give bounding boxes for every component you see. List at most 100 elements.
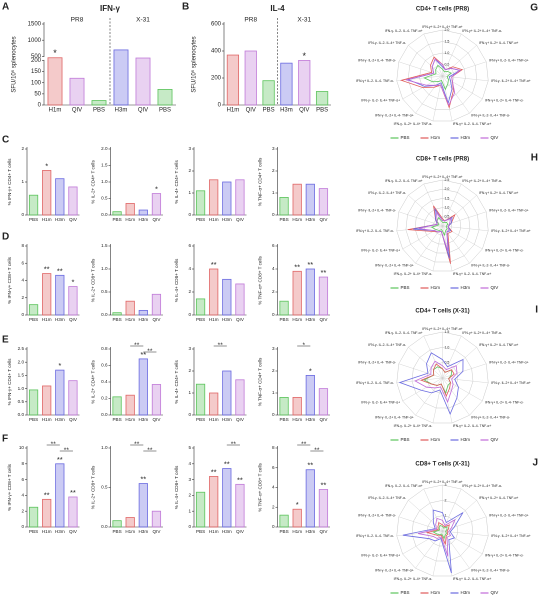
bar (318, 188, 329, 216)
bar (235, 283, 245, 316)
bar (68, 286, 78, 316)
bar (292, 396, 302, 416)
legend-label: H3m (461, 437, 471, 442)
y-tick-label: 50 (34, 91, 41, 97)
bar (235, 179, 245, 216)
legend-label: H3m (461, 135, 471, 140)
significance: ** (44, 265, 50, 274)
significance: ** (57, 455, 63, 464)
bar (279, 196, 289, 216)
bar (292, 270, 302, 316)
panel-label: C (2, 135, 9, 146)
series-line (425, 521, 450, 545)
x-tick-label: QIV (152, 417, 161, 422)
spoke-label: IFN-γ- IL-2+ IL-4- TNF-α+ (375, 416, 414, 420)
spoke-label: IFN-γ+ IL-2+ IL-4- TNF-α+ (479, 496, 519, 500)
r-tick-label: 0.5 (445, 361, 450, 365)
panel-label: G (530, 3, 538, 14)
spoke-label: IFN-γ+ IL-2+ IL-4- TNF-α+ (479, 343, 519, 347)
r-tick-label: 1.5 (445, 330, 450, 334)
y-tick-label: 0 (272, 524, 275, 529)
spoke-label: IFN-γ- IL-2+ IL-4+ TNF-α+ (491, 534, 531, 538)
y-tick-label: 2 (272, 168, 275, 173)
r-tick-label: 2.5 (445, 178, 450, 182)
x-tick-label: PBS (159, 108, 171, 114)
spoke-label: IFN-γ- IL-2- IL-4- TNF-α+ (385, 484, 423, 488)
x-tick-label: PBS (29, 217, 38, 222)
y-axis-label: % IL-2+ CD8+ T cells (91, 258, 96, 302)
spoke (442, 75, 483, 100)
legend-label: H1m (431, 135, 441, 140)
x-tick-label: H3m (115, 108, 128, 114)
spoke (415, 75, 443, 114)
y-axis-label: SFU/10⁶ splenocytes (191, 36, 198, 92)
y-tick-label: 1500 (28, 22, 42, 28)
bar (55, 463, 65, 528)
y-tick-label: 5 (188, 445, 191, 450)
bar (305, 374, 315, 416)
spoke (398, 61, 443, 77)
chart-title: IL-4 (270, 4, 285, 13)
y-axis-label: % IL-4+ CD8+ T cells (174, 465, 179, 509)
bracket-label: ** (218, 342, 224, 349)
x-tick-label: H1m (42, 529, 52, 534)
group-label: X-31 (297, 17, 311, 24)
y-tick-label: 0 (272, 312, 275, 317)
y-tick-label: 3 (188, 146, 191, 151)
y-axis-label: % TNF-α+ CD8+ T cells (258, 255, 263, 304)
r-tick-label: 2.0 (445, 28, 450, 32)
x-tick-label: H1m (42, 417, 52, 422)
r-tick-label: 3 (445, 483, 447, 487)
bracket-label: ** (301, 441, 307, 448)
x-tick-label: H3m (222, 217, 232, 222)
spoke-label: IFN-γ+ IL-2+ IL-4+ TNF-α- (462, 179, 502, 183)
spoke (442, 183, 462, 227)
legend-label: H3m (461, 590, 471, 595)
bar (42, 273, 52, 316)
grid-ring (419, 52, 466, 99)
bracket-label: ** (134, 342, 140, 349)
group-label: X-31 (136, 17, 150, 24)
bar (279, 514, 289, 528)
y-tick-label: 0 (38, 103, 42, 109)
x-tick-label: H3m (55, 417, 65, 422)
panel-label: B (182, 2, 189, 13)
y-tick-label: 2 (21, 295, 24, 300)
r-tick-label: 1 (445, 514, 447, 518)
y-tick-label: 0.0 (101, 412, 108, 417)
spoke-label: IFN-γ+ IL-2+ IL-4+ TNF-α- (462, 29, 502, 33)
y-tick-label: 0.5 (18, 399, 25, 404)
y-tick-label: 0.4 (101, 379, 108, 384)
spoke (398, 211, 443, 227)
y-tick-label: 0.2 (101, 396, 108, 401)
series-line (430, 216, 449, 237)
y-tick-label: 0 (188, 412, 191, 417)
legend-label: PBS (401, 135, 410, 140)
x-tick-label: PBS (29, 417, 38, 422)
y-tick-label: 1.0 (101, 445, 108, 450)
significance: ** (224, 460, 230, 469)
bar (315, 91, 329, 106)
y-tick-label: 200 (211, 76, 222, 82)
bar (68, 380, 78, 416)
y-tick-label: 0.0 (101, 312, 108, 317)
bar (42, 170, 52, 216)
x-tick-label: H1m (125, 529, 135, 534)
bar (138, 209, 148, 216)
spoke-label: IFN-γ- IL-2+ IL-4- TNF-α+ (375, 264, 414, 268)
spoke (423, 183, 443, 227)
y-tick-label: 0 (272, 412, 275, 417)
bracket-label: ** (314, 447, 320, 454)
bar (195, 383, 206, 416)
y-tick-label: 600 (211, 22, 222, 28)
x-tick-label: QIV (236, 317, 245, 322)
y-tick-label: 2 (272, 289, 275, 294)
spoke (396, 75, 443, 82)
spoke (442, 347, 477, 379)
y-axis-label: % IL-2+ CD4+ T cells (91, 160, 96, 204)
y-tick-label: 0.0 (101, 212, 108, 217)
bar (151, 293, 162, 316)
x-tick-label: H3m (138, 217, 148, 222)
y-tick-label: 4 (21, 493, 24, 498)
x-tick-label: QIV (236, 217, 245, 222)
